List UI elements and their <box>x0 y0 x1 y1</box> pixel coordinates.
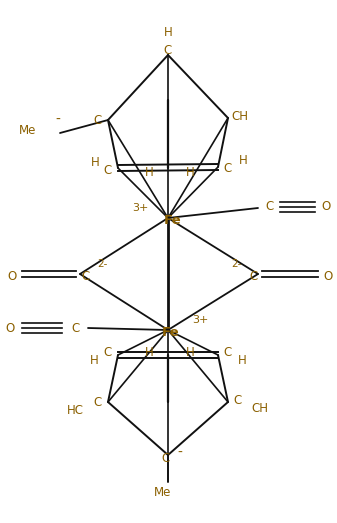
Text: 2-: 2- <box>231 259 241 269</box>
Text: H: H <box>239 154 247 167</box>
Text: H: H <box>91 155 99 168</box>
Text: H: H <box>186 346 194 358</box>
Text: C: C <box>103 347 111 359</box>
Text: Me: Me <box>19 123 37 137</box>
Text: Me: Me <box>154 485 172 498</box>
Text: O: O <box>321 200 331 213</box>
Text: CH: CH <box>232 110 248 123</box>
Text: H: H <box>145 346 153 358</box>
Text: -: - <box>178 446 182 460</box>
Text: O: O <box>5 322 14 335</box>
Text: HC: HC <box>66 404 84 416</box>
Text: C: C <box>266 200 274 213</box>
Text: C: C <box>224 347 232 359</box>
Text: C: C <box>224 163 232 176</box>
Text: H: H <box>90 355 98 368</box>
Text: C: C <box>82 270 90 283</box>
Text: Fe: Fe <box>162 325 180 338</box>
Text: C: C <box>249 270 257 283</box>
Text: C: C <box>233 393 241 406</box>
Text: C: C <box>164 43 172 56</box>
Text: C: C <box>93 115 101 128</box>
Text: C: C <box>93 395 101 408</box>
Text: Fe: Fe <box>164 213 182 226</box>
Text: CH: CH <box>251 402 269 415</box>
Text: O: O <box>324 269 333 282</box>
Text: H: H <box>145 165 153 178</box>
Text: 3+: 3+ <box>132 203 148 213</box>
Text: 2-: 2- <box>97 259 107 269</box>
Text: O: O <box>7 269 17 282</box>
Text: -: - <box>56 113 60 127</box>
Text: H: H <box>238 355 246 368</box>
Text: 3+: 3+ <box>192 315 208 325</box>
Text: C: C <box>103 164 111 176</box>
Text: H: H <box>186 165 194 178</box>
Text: C: C <box>161 452 169 465</box>
Text: H: H <box>164 26 172 39</box>
Text: C: C <box>72 322 80 335</box>
